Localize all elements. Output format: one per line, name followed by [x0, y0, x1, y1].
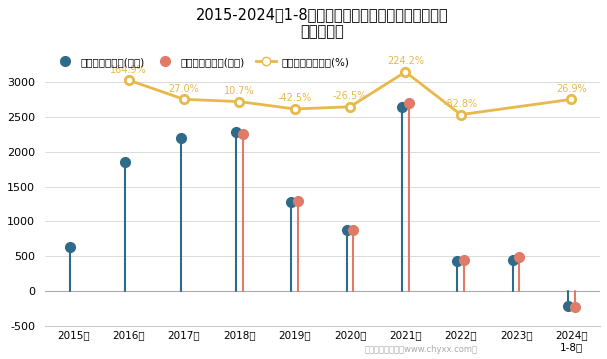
Text: 164.9%: 164.9% — [110, 65, 147, 75]
Text: 224.2%: 224.2% — [387, 56, 424, 66]
Text: -42.5%: -42.5% — [277, 93, 312, 103]
Title: 2015-2024年1-8月石油、煤炭及其他燃料加工业企业
利润统计图: 2015-2024年1-8月石油、煤炭及其他燃料加工业企业 利润统计图 — [196, 7, 449, 39]
Text: 10.7%: 10.7% — [224, 86, 255, 96]
Text: 27.0%: 27.0% — [169, 84, 200, 94]
Legend: 利润总额累计值(亿元), 营业利润累计值(亿元), 利润总额累计增长(%): 利润总额累计值(亿元), 营业利润累计值(亿元), 利润总额累计增长(%) — [50, 53, 354, 71]
Text: 制图：智研咨询（www.chyxx.com）: 制图：智研咨询（www.chyxx.com） — [364, 345, 477, 354]
Text: 26.9%: 26.9% — [556, 84, 587, 94]
Text: -82.8%: -82.8% — [444, 99, 478, 109]
Text: -26.5%: -26.5% — [333, 91, 367, 101]
